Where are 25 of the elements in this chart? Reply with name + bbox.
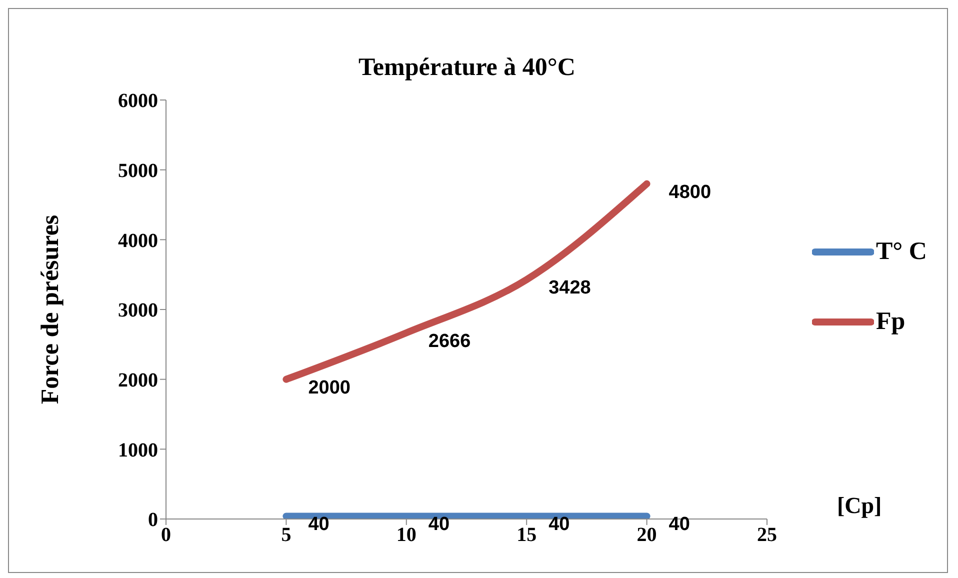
data-label: 40 [668, 514, 690, 536]
y-tick-label: 6000 [118, 90, 158, 112]
legend-label: Fp [876, 308, 906, 336]
y-tick-label: 0 [148, 509, 158, 532]
y-tick-label: 3000 [118, 300, 158, 322]
y-tick-label: 4000 [118, 230, 158, 252]
x-tick-label: 25 [757, 524, 777, 546]
x-tick-label: 20 [636, 524, 657, 546]
data-label: 2666 [428, 330, 471, 352]
y-tick-label: 5000 [118, 160, 158, 182]
legend-label: T° C [876, 238, 927, 266]
x-tick-label: 5 [281, 524, 292, 546]
x-tick-label: 15 [516, 524, 537, 546]
x-axis-title: [Cp] [837, 493, 882, 518]
y-tick-label: 1000 [118, 439, 158, 462]
data-label: 2000 [308, 377, 350, 398]
y-tick-label: 2000 [118, 369, 158, 392]
data-label: 4800 [668, 182, 712, 203]
chart-title: Température à 40°C [358, 54, 576, 82]
data-label: 40 [548, 514, 570, 536]
x-tick-label: 10 [396, 524, 416, 546]
data-label: 40 [428, 514, 450, 536]
data-label: 40 [308, 514, 330, 536]
data-label: 3428 [548, 278, 591, 299]
y-axis-title: Force de présures [36, 214, 64, 404]
